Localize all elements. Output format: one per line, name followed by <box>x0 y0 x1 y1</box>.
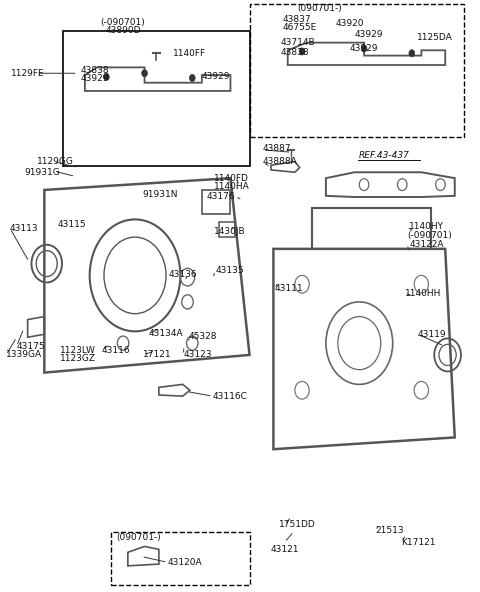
Text: 43838: 43838 <box>80 66 109 75</box>
Text: 21513: 21513 <box>375 526 404 535</box>
Text: 43119: 43119 <box>418 330 446 339</box>
Text: 1140HH: 1140HH <box>405 288 441 298</box>
Text: 43136: 43136 <box>168 270 197 279</box>
Text: 43887: 43887 <box>263 144 291 153</box>
Bar <box>250 4 464 137</box>
Bar <box>202 190 230 214</box>
Text: 45328: 45328 <box>189 332 217 340</box>
Text: 43890D: 43890D <box>105 27 141 36</box>
Text: REF.43-437: REF.43-437 <box>359 152 409 160</box>
Text: 1140HY: 1140HY <box>409 222 444 231</box>
Text: 43929: 43929 <box>80 74 108 83</box>
Text: 17121: 17121 <box>143 350 172 359</box>
Text: 1125DA: 1125DA <box>417 33 452 43</box>
Text: (-090701): (-090701) <box>407 231 452 240</box>
Text: 1140FD: 1140FD <box>214 173 249 183</box>
Circle shape <box>299 48 305 55</box>
Circle shape <box>361 45 367 52</box>
Text: 1751DD: 1751DD <box>279 520 316 529</box>
Text: 43888A: 43888A <box>263 157 298 166</box>
Circle shape <box>142 70 147 77</box>
Text: (-090701): (-090701) <box>101 18 145 27</box>
Text: 43115: 43115 <box>58 220 86 229</box>
Text: 1140HA: 1140HA <box>214 182 250 191</box>
Text: 43123: 43123 <box>184 350 212 359</box>
Text: 43134A: 43134A <box>148 329 183 338</box>
Text: 43929: 43929 <box>350 44 378 53</box>
Text: 1339GA: 1339GA <box>6 350 42 359</box>
Text: 1129FE: 1129FE <box>11 69 45 78</box>
Text: 43929: 43929 <box>355 30 383 39</box>
Text: 1140FF: 1140FF <box>173 49 206 58</box>
Bar <box>218 223 235 237</box>
Text: 46755E: 46755E <box>283 23 317 32</box>
Text: 43929: 43929 <box>202 72 230 81</box>
Text: 43714B: 43714B <box>281 38 315 47</box>
Text: 43920: 43920 <box>336 19 364 28</box>
Text: 43116C: 43116C <box>213 392 248 401</box>
Text: 43838: 43838 <box>281 47 309 57</box>
Text: 91931N: 91931N <box>142 190 178 199</box>
Text: 43176: 43176 <box>206 192 235 201</box>
Text: K17121: K17121 <box>401 538 436 547</box>
Text: 43116: 43116 <box>102 346 130 355</box>
Text: 43111: 43111 <box>275 284 303 294</box>
Text: (090701-): (090701-) <box>297 4 342 13</box>
Text: 1123LW: 1123LW <box>60 346 96 355</box>
Text: 43837: 43837 <box>283 15 312 24</box>
Text: 1123GZ: 1123GZ <box>60 354 96 363</box>
Text: 1129GG: 1129GG <box>37 157 74 166</box>
Circle shape <box>190 75 195 82</box>
Text: 43175: 43175 <box>17 342 45 350</box>
Text: 43135: 43135 <box>215 266 244 275</box>
Text: 43113: 43113 <box>10 224 38 233</box>
Circle shape <box>104 73 109 81</box>
Text: 43120A: 43120A <box>168 558 202 567</box>
Bar <box>111 532 250 585</box>
Text: 43121: 43121 <box>270 545 299 554</box>
Text: 43122A: 43122A <box>409 240 444 249</box>
Circle shape <box>409 50 415 57</box>
Text: 1430JB: 1430JB <box>214 227 245 236</box>
Text: (090701-): (090701-) <box>117 533 161 542</box>
Text: 91931G: 91931G <box>24 168 60 177</box>
Bar <box>63 31 250 166</box>
